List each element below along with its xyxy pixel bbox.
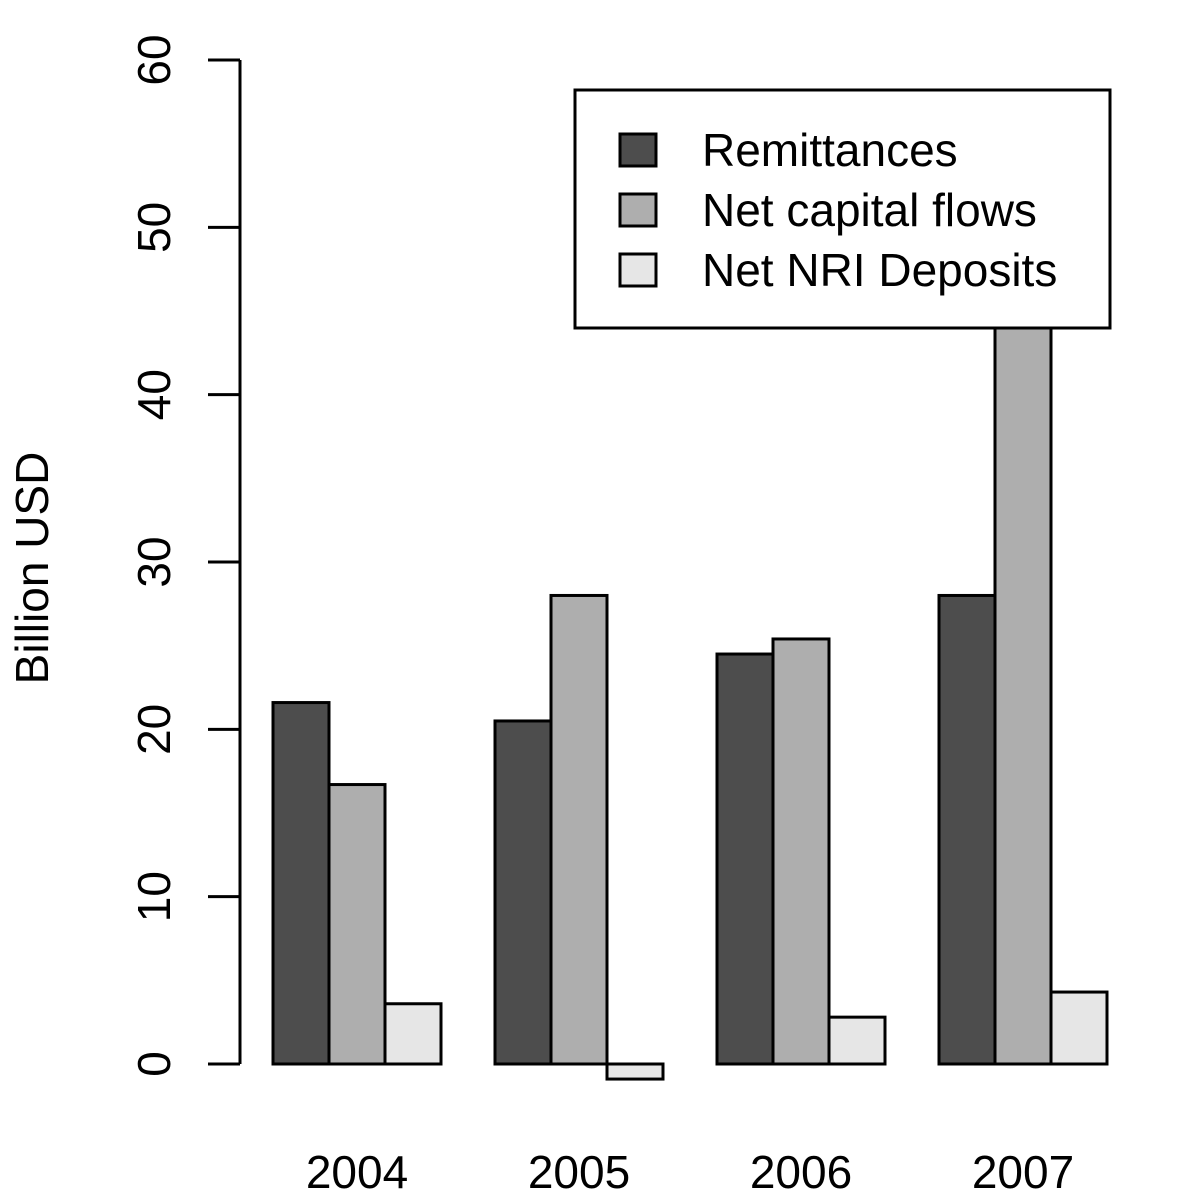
bar-net-capital-flows-2006: [771, 637, 831, 1066]
bar-net-nri-deposits-2005: [605, 1062, 665, 1081]
x-tick-label: 2004: [306, 1146, 408, 1198]
y-tick-label: 20: [128, 704, 180, 755]
y-axis-label: Billion USD: [6, 452, 58, 685]
y-axis: 0 10 20 30 40 50 60: [128, 34, 242, 1077]
bar-remittances-2004: [271, 701, 331, 1066]
bar-remittances-2005: [493, 719, 553, 1066]
bar-net-nri-deposits-2006: [827, 1015, 887, 1066]
bar-remittances-2007: [937, 593, 997, 1066]
legend-label: Remittances: [702, 124, 958, 176]
y-tick-label: 10: [128, 871, 180, 922]
x-tick-label: 2005: [528, 1146, 630, 1198]
bars-layer: [271, 296, 1109, 1081]
legend: Remittances Net capital flows Net NRI Depo…: [573, 88, 1112, 330]
x-tick-label: 2006: [750, 1146, 852, 1198]
legend-swatch: [618, 192, 658, 228]
y-tick-label: 50: [128, 202, 180, 253]
x-axis-labels: 2004 2005 2006 2007: [306, 1146, 1074, 1198]
legend-label: Net capital flows: [702, 184, 1037, 236]
y-tick-label: 30: [128, 536, 180, 587]
bar-net-nri-deposits-2004: [383, 1002, 443, 1066]
x-tick-label: 2007: [972, 1146, 1074, 1198]
legend-label: Net NRI Deposits: [702, 244, 1057, 296]
legend-swatch: [618, 132, 658, 168]
y-tick-label: 40: [128, 369, 180, 420]
bar-net-capital-flows-2004: [327, 783, 387, 1066]
bar-net-capital-flows-2007: [993, 296, 1053, 1066]
legend-swatch: [618, 252, 658, 288]
bar-net-capital-flows-2005: [549, 593, 609, 1066]
legend-box: [573, 88, 1112, 330]
y-tick-label: 0: [128, 1051, 180, 1077]
bar-remittances-2006: [715, 652, 775, 1066]
bar-net-nri-deposits-2007: [1049, 990, 1109, 1066]
y-tick-label: 60: [128, 34, 180, 85]
